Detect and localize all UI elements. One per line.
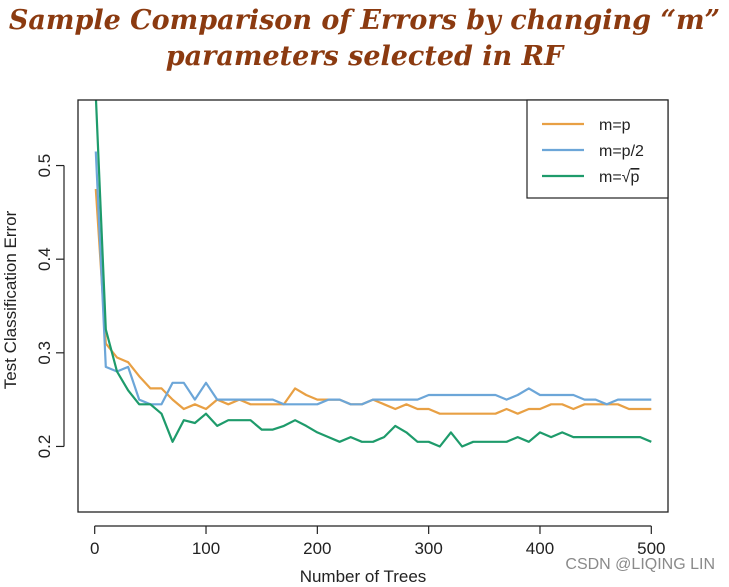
legend-label-1: m=p: [599, 117, 631, 134]
x-tick-label: 100: [192, 539, 220, 558]
legend-label-2: m=p/2: [599, 143, 644, 160]
plot-frame: [77, 99, 669, 513]
y-tick-label: 0.5: [35, 154, 54, 178]
series-line-2: [94, 151, 652, 406]
series-line-3: [94, 100, 652, 448]
x-tick-label: 200: [303, 539, 331, 558]
chart-title-line-2: parameters selected in RF: [165, 41, 564, 72]
legend-label-3: m=√p: [599, 169, 639, 186]
x-tick-label: 500: [637, 539, 665, 558]
chart-title-line-1: Sample Comparison of Errors by changing …: [8, 5, 721, 36]
x-tick-label: 400: [526, 539, 554, 558]
y-tick-label: 0.2: [35, 435, 54, 459]
series-line-1: [94, 188, 652, 415]
x-axis-title: Number of Trees: [300, 567, 427, 586]
watermark-text: CSDN @LIQING LIN: [565, 556, 715, 573]
x-tick-label: 0: [90, 539, 99, 558]
y-tick-label: 0.3: [35, 341, 54, 365]
legend: m=p m=p/2 m=√p: [526, 99, 669, 199]
y-axis-title: Test Classification Error: [1, 210, 20, 389]
y-tick-label: 0.4: [35, 247, 54, 271]
x-tick-label: 300: [414, 539, 442, 558]
